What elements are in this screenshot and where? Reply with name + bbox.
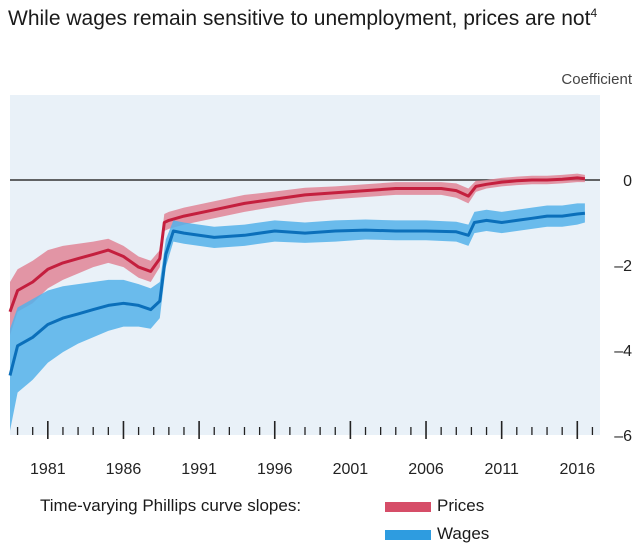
title-footnote: 4 <box>590 6 598 20</box>
chart-area: Coefficient 0 –2 –4 –6 1981 1986 1991 1996 2001 20… <box>8 71 633 478</box>
y-tick-label: –6 <box>614 428 632 445</box>
wages-confidence-band <box>10 203 585 431</box>
y-axis-title: Coefficient <box>561 71 632 88</box>
x-tick-label: 1986 <box>106 461 142 478</box>
prices-confidence-band <box>10 173 585 336</box>
x-tick-label: 1996 <box>257 461 293 478</box>
plot-background <box>10 95 600 435</box>
y-tick-label: –2 <box>614 258 632 275</box>
legend-swatch-wages <box>385 530 431 540</box>
chart-title-text: While wages remain sensitive to unemploy… <box>8 7 591 30</box>
legend-label-prices: Prices <box>437 496 485 515</box>
x-tick-label: 2011 <box>484 461 519 478</box>
x-tick-label: 1981 <box>30 461 66 478</box>
y-tick-label: –4 <box>614 343 632 360</box>
y-tick-label: 0 <box>623 173 632 190</box>
wages-series-line <box>8 211 586 376</box>
prices-series-line <box>8 176 586 313</box>
x-tick-label: 2001 <box>333 461 369 478</box>
x-tick-label: 2016 <box>560 461 596 478</box>
legend-label-wages: Wages <box>437 524 490 543</box>
chart-title: While wages remain sensitive to unemploy… <box>8 4 632 33</box>
legend-label: Time-varying Phillips curve slopes: <box>40 496 302 515</box>
legend: Time-varying Phillips curve slopes: Pric… <box>40 496 600 552</box>
legend-swatch-prices <box>385 502 431 512</box>
x-tick-label: 1991 <box>181 461 217 478</box>
x-tick-label: 2006 <box>408 461 444 478</box>
